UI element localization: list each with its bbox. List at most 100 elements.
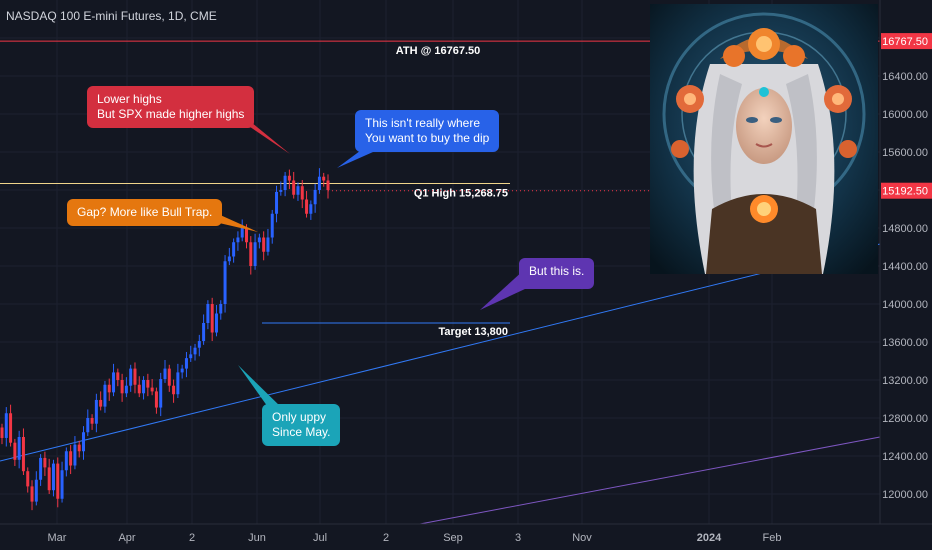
candle-body: [176, 372, 180, 395]
candle-body: [112, 372, 116, 393]
callout-but-this-is: But this is.: [519, 258, 595, 289]
candle-body: [197, 341, 201, 348]
candle-body: [232, 242, 236, 257]
candle-body: [51, 463, 55, 491]
candle-body: [124, 385, 128, 394]
candle-body: [21, 437, 25, 472]
candle-layer: [0, 168, 330, 511]
candle-body: [210, 304, 214, 333]
candle-body: [275, 191, 279, 214]
price-tick-label: 16400.00: [882, 71, 928, 83]
candle-body: [184, 358, 188, 369]
axis-layer: 12000.00 12400.00 12800.00 13200.00 13600.00…: [48, 33, 932, 544]
chart-title: NASDAQ 100 E-mini Futures, 1D, CME: [6, 9, 217, 23]
candle-body: [189, 354, 193, 359]
candle-body: [133, 368, 137, 385]
candle-body: [9, 413, 13, 443]
candle-body: [150, 387, 154, 392]
callout-bull-trap: Gap? More like Bull Trap.: [67, 199, 223, 226]
candle-body: [283, 175, 287, 190]
candle-body: [163, 368, 167, 380]
candle-body: [159, 379, 163, 408]
candle-body: [322, 176, 326, 181]
candle-body: [245, 228, 248, 243]
candle-body: [206, 304, 210, 323]
target-label: Target 13,800: [438, 326, 508, 338]
candle-body: [99, 399, 103, 407]
price-tick-label: 12400.00: [882, 451, 928, 463]
candle-body: [129, 368, 133, 386]
candle-body: [154, 391, 158, 408]
candle-body: [214, 313, 218, 333]
ath-label: ATH @ 16767.50: [396, 45, 481, 57]
candle-body: [296, 186, 300, 195]
price-tick-label: 14800.00: [882, 223, 928, 235]
q1-high-label: Q1 High 15,268.75: [414, 187, 508, 199]
candle-body: [69, 451, 73, 466]
candle-body: [116, 372, 120, 380]
candle-body: [73, 444, 77, 466]
time-tick-label: Jun: [248, 532, 266, 544]
candle-body: [142, 380, 146, 394]
last-price-tag: [881, 182, 932, 199]
time-tick-label: 2: [383, 532, 389, 544]
callout-lower-highs: Lower highs But SPX made higher highs: [87, 86, 255, 128]
candle-body: [137, 384, 141, 394]
candle-body: [236, 237, 240, 243]
candle-body: [13, 442, 17, 460]
trendline-layer: [0, 243, 881, 525]
candle-body: [249, 242, 253, 266]
callout-only-uppy: Only uppy Since May.: [262, 404, 341, 446]
candle-body: [219, 304, 223, 314]
candle-body: [257, 237, 261, 243]
candle-body: [56, 463, 60, 499]
candle-body: [240, 228, 244, 238]
time-tick-label: Feb: [763, 532, 782, 544]
callout-pointer-buy-the-dip: [337, 148, 382, 168]
candle-body: [90, 418, 94, 424]
callout-buy-the-dip: This isn't really where You want to buy …: [355, 110, 500, 152]
candle-body: [193, 347, 197, 355]
candle-body: [309, 204, 313, 214]
candle-body: [300, 186, 304, 200]
candle-body: [270, 213, 274, 238]
portrait-illustration: [650, 4, 878, 274]
candle-body: [0, 427, 4, 438]
trendline-blue: [0, 243, 881, 462]
candle-body: [180, 368, 184, 373]
candle-body: [103, 384, 107, 407]
time-tick-label: Sep: [443, 532, 463, 544]
candle-body: [82, 432, 85, 452]
candle-body: [94, 399, 98, 424]
candle-body: [47, 467, 51, 491]
time-tick-label: 2: [189, 532, 195, 544]
candle-body: [120, 380, 124, 394]
candle-body: [326, 180, 330, 190]
time-tick-label: Nov: [572, 532, 592, 544]
callout-pointer-only-uppy: [238, 365, 284, 410]
candle-body: [26, 471, 30, 487]
price-tick-label: 16000.00: [882, 109, 928, 121]
candle-body: [77, 444, 81, 452]
candle-body: [39, 457, 43, 480]
time-tick-label: Jul: [313, 532, 327, 544]
candle-body: [167, 368, 171, 386]
time-tick-label: 2024: [697, 532, 722, 544]
candle-body: [287, 175, 291, 181]
price-tick-label: 15600.00: [882, 147, 928, 159]
price-tick-label: 13600.00: [882, 337, 928, 349]
ath-price-tag-text: 16767.50: [882, 36, 928, 48]
candle-body: [17, 437, 21, 460]
last-price-tag-text: 15192.50: [882, 186, 928, 198]
candle-body: [253, 242, 257, 266]
price-tick-label: 12000.00: [882, 489, 928, 501]
candle-body: [313, 190, 317, 205]
candle-body: [223, 261, 227, 304]
candle-body: [60, 470, 64, 499]
candle-body: [34, 479, 38, 502]
candle-body: [202, 323, 206, 342]
candle-body: [262, 237, 266, 252]
candle-body: [266, 237, 270, 252]
candle-body: [279, 190, 283, 192]
trendline-purple: [419, 436, 881, 525]
